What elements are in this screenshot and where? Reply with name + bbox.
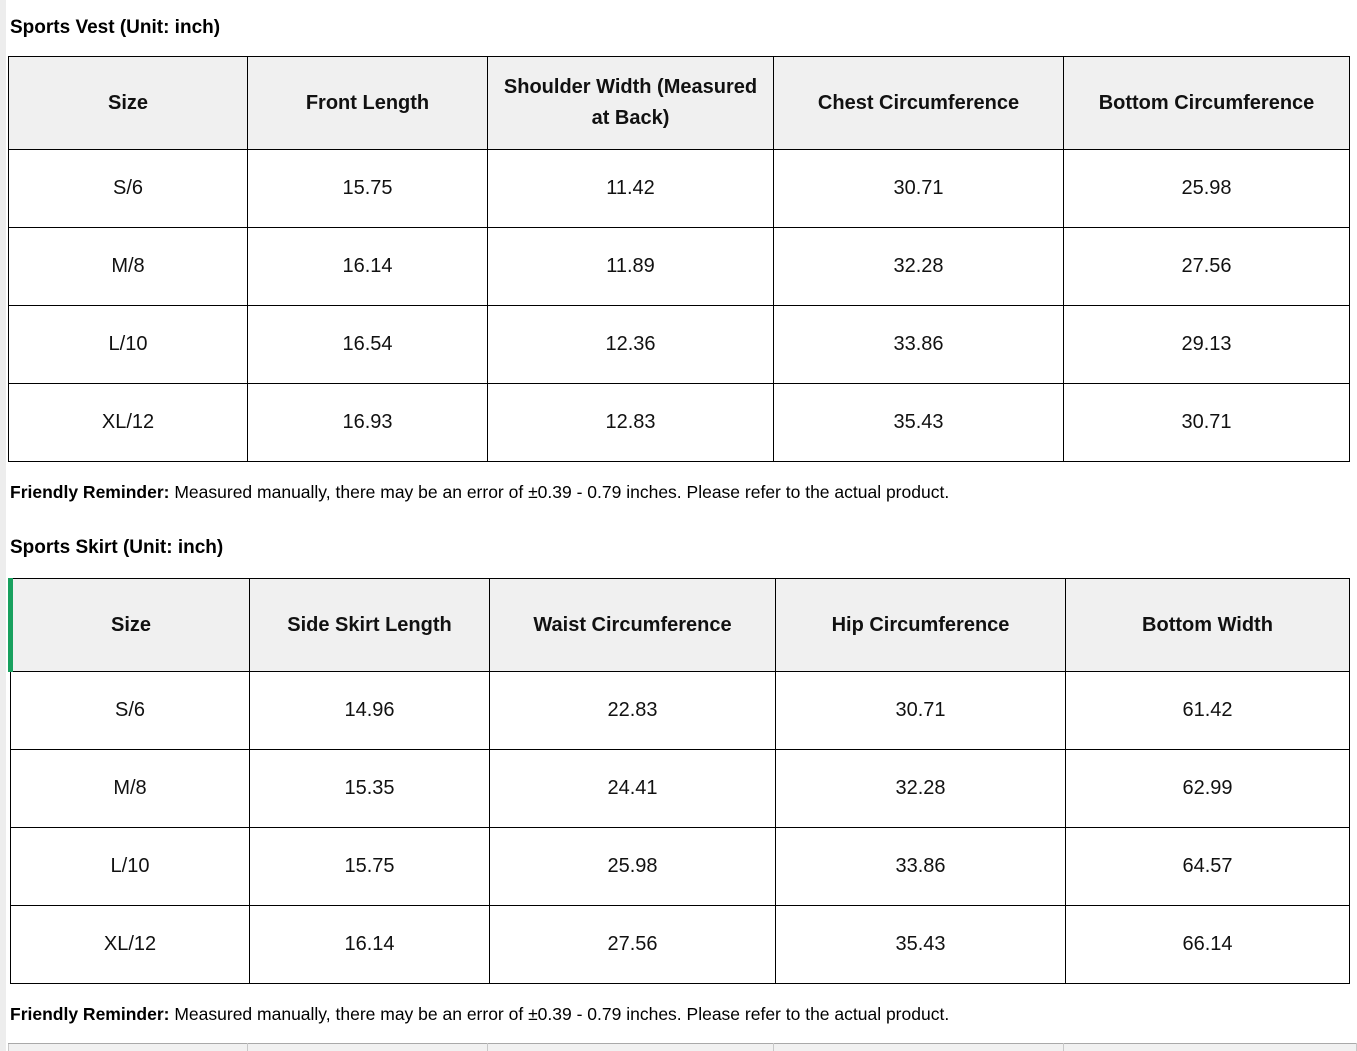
size-cell: XL/12 xyxy=(10,905,250,984)
value-cell: 33.86 xyxy=(773,305,1064,384)
size-cell: L/10 xyxy=(10,827,250,906)
skirt-header-bottom-width: Bottom Width xyxy=(1065,578,1350,672)
partial-header-cell xyxy=(487,1043,774,1051)
value-cell: 62.99 xyxy=(1065,749,1350,828)
vest-size-table: Size Front Length Shoulder Width (Measur… xyxy=(8,56,1350,462)
table-row: XL/12 16.14 27.56 35.43 66.14 xyxy=(10,905,1350,984)
left-gutter xyxy=(0,0,6,1051)
skirt-size-table: Size Side Skirt Length Waist Circumferen… xyxy=(8,578,1350,984)
value-cell: 30.71 xyxy=(775,671,1066,750)
table-row: L/10 15.75 25.98 33.86 64.57 xyxy=(10,827,1350,906)
skirt-friendly-reminder: Friendly Reminder: Measured manually, th… xyxy=(8,1002,1350,1027)
size-cell: S/6 xyxy=(8,149,248,228)
value-cell: 32.28 xyxy=(775,749,1066,828)
partial-header-cell xyxy=(8,1043,248,1051)
value-cell: 35.43 xyxy=(775,905,1066,984)
table-row: M/8 15.35 24.41 32.28 62.99 xyxy=(10,749,1350,828)
reminder-label: Friendly Reminder: xyxy=(10,1004,170,1024)
size-cell: M/8 xyxy=(8,227,248,306)
value-cell: 11.42 xyxy=(487,149,774,228)
table-row: S/6 14.96 22.83 30.71 61.42 xyxy=(10,671,1350,750)
value-cell: 12.36 xyxy=(487,305,774,384)
value-cell: 25.98 xyxy=(489,827,776,906)
vest-header-size: Size xyxy=(8,56,248,150)
value-cell: 25.98 xyxy=(1063,149,1350,228)
vest-section-title: Sports Vest (Unit: inch) xyxy=(10,17,221,38)
table-row: S/6 15.75 11.42 30.71 25.98 xyxy=(8,149,1350,228)
skirt-header-side-skirt-length: Side Skirt Length xyxy=(249,578,490,672)
value-cell: 33.86 xyxy=(775,827,1066,906)
value-cell: 66.14 xyxy=(1065,905,1350,984)
table-row: L/10 16.54 12.36 33.86 29.13 xyxy=(8,305,1350,384)
value-cell: 16.54 xyxy=(247,305,488,384)
value-cell: 64.57 xyxy=(1065,827,1350,906)
value-cell: 30.71 xyxy=(1063,383,1350,462)
vest-friendly-reminder: Friendly Reminder: Measured manually, th… xyxy=(8,480,1350,505)
value-cell: 29.13 xyxy=(1063,305,1350,384)
reminder-label: Friendly Reminder: xyxy=(10,482,170,502)
value-cell: 15.35 xyxy=(249,749,490,828)
vest-header-row: Size Front Length Shoulder Width (Measur… xyxy=(8,56,1350,150)
vest-header-shoulder-width: Shoulder Width (Measured at Back) xyxy=(487,56,774,150)
value-cell: 30.71 xyxy=(773,149,1064,228)
reminder-text: Measured manually, there may be an error… xyxy=(169,1004,950,1024)
value-cell: 16.14 xyxy=(247,227,488,306)
skirt-section-title: Sports Skirt (Unit: inch) xyxy=(10,537,224,558)
value-cell: 15.75 xyxy=(249,827,490,906)
size-cell: M/8 xyxy=(10,749,250,828)
value-cell: 22.83 xyxy=(489,671,776,750)
size-cell: L/10 xyxy=(8,305,248,384)
skirt-header-waist-circumference: Waist Circumference xyxy=(489,578,776,672)
skirt-header-hip-circumference: Hip Circumference xyxy=(775,578,1066,672)
size-cell: S/6 xyxy=(10,671,250,750)
value-cell: 61.42 xyxy=(1065,671,1350,750)
skirt-header-row: Size Side Skirt Length Waist Circumferen… xyxy=(8,578,1350,672)
value-cell: 16.93 xyxy=(247,383,488,462)
partial-header-cell xyxy=(1063,1043,1357,1051)
vest-header-chest-circumference: Chest Circumference xyxy=(773,56,1064,150)
value-cell: 27.56 xyxy=(1063,227,1350,306)
value-cell: 16.14 xyxy=(249,905,490,984)
partial-next-table xyxy=(8,1043,1357,1051)
value-cell: 11.89 xyxy=(487,227,774,306)
table-row: M/8 16.14 11.89 32.28 27.56 xyxy=(8,227,1350,306)
value-cell: 27.56 xyxy=(489,905,776,984)
vest-header-front-length: Front Length xyxy=(247,56,488,150)
value-cell: 15.75 xyxy=(247,149,488,228)
size-chart-page: Sports Vest (Unit: inch) Size Front Leng… xyxy=(8,0,1357,1051)
reminder-text: Measured manually, there may be an error… xyxy=(169,482,950,502)
value-cell: 35.43 xyxy=(773,383,1064,462)
size-cell: XL/12 xyxy=(8,383,248,462)
value-cell: 12.83 xyxy=(487,383,774,462)
value-cell: 24.41 xyxy=(489,749,776,828)
table-row: XL/12 16.93 12.83 35.43 30.71 xyxy=(8,383,1350,462)
partial-header-cell xyxy=(773,1043,1064,1051)
vest-header-bottom-circumference: Bottom Circumference xyxy=(1063,56,1350,150)
partial-header-cell xyxy=(247,1043,488,1051)
partial-table-header-row xyxy=(8,1043,1357,1051)
skirt-header-size: Size xyxy=(8,578,250,672)
value-cell: 32.28 xyxy=(773,227,1064,306)
value-cell: 14.96 xyxy=(249,671,490,750)
